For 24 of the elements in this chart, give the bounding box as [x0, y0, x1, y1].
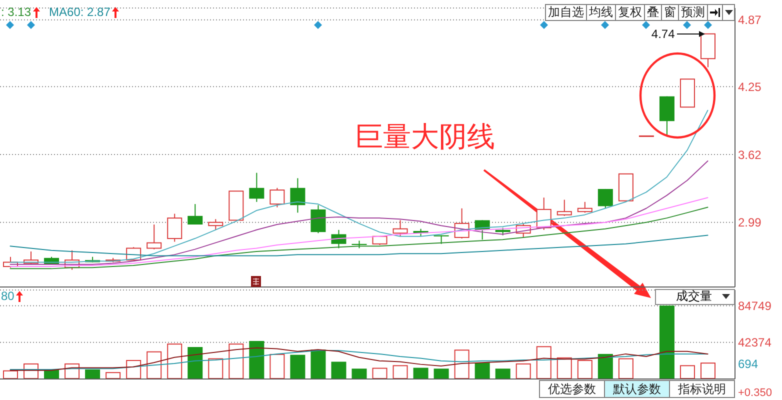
- y-tick-label: 4.25: [738, 80, 762, 94]
- annotation: 巨量大阴线: [355, 120, 495, 153]
- annotation: 4.74: [651, 26, 675, 41]
- annotation: 预测: [678, 4, 708, 21]
- y-tick-label: 3.62: [738, 148, 762, 162]
- text: 80: [1, 289, 14, 303]
- annotation: 均线: [586, 4, 616, 21]
- text: 默认参数: [604, 380, 670, 398]
- text: MA60: 2.87: [49, 5, 110, 19]
- text: 优选参数: [539, 380, 605, 398]
- text: : 3.13: [1, 5, 32, 19]
- text: 指标说明: [669, 380, 735, 398]
- annotation: 复权: [615, 4, 645, 21]
- y-tick-label: 4.87: [738, 13, 762, 28]
- y-tick-label: 2.99: [738, 216, 762, 230]
- annotation: 叠: [644, 4, 662, 21]
- annotation: 加自选: [545, 4, 587, 21]
- text: +0.350: [738, 387, 772, 399]
- chart-title: 成交量: [676, 288, 712, 305]
- y-tick-label: 42374: [738, 336, 772, 350]
- y-tick-label: 84749: [738, 299, 772, 314]
- annotation: 窗: [661, 4, 679, 21]
- text: 694: [738, 357, 758, 371]
- dropdown-field: 成交量: [655, 288, 735, 304]
